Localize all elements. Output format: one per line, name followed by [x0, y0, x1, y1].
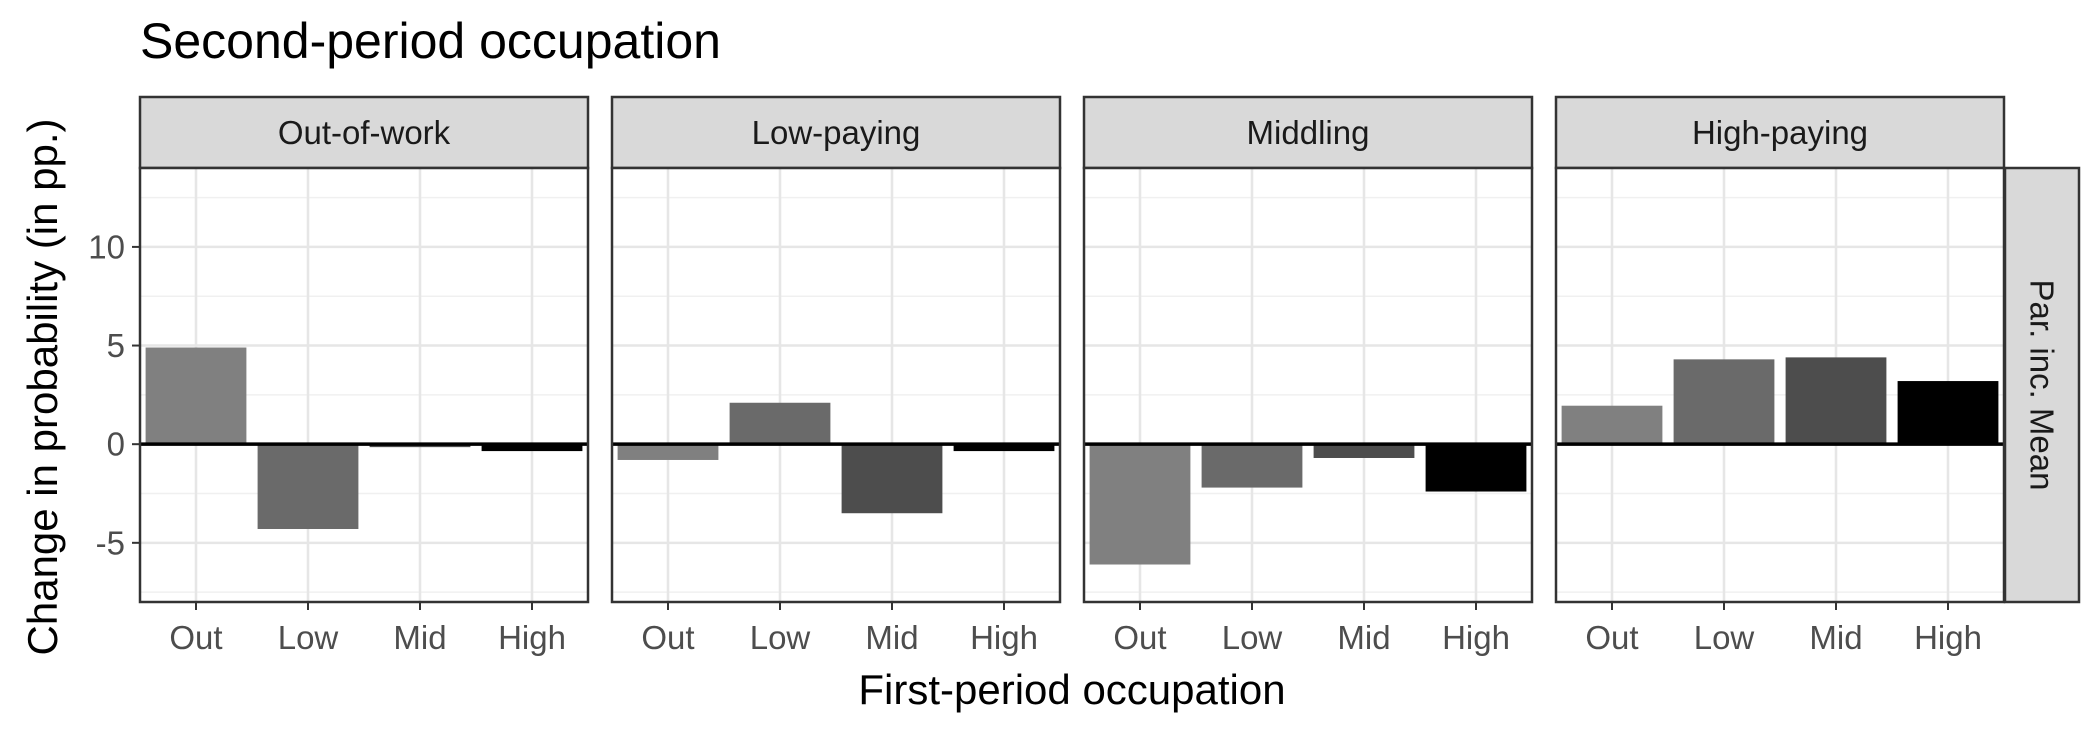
x-tick-label: Out [169, 619, 222, 656]
y-axis-title: Change in probability (in pp.) [19, 119, 66, 656]
row-strip-box [2003, 166, 2081, 604]
x-tick-label: Out [641, 619, 694, 656]
x-tick-label: High [1442, 619, 1510, 656]
panel-strip-label: Out-of-work [278, 114, 451, 151]
panel-border [138, 166, 590, 604]
bar-high [1425, 444, 1527, 492]
x-tick-label: High [498, 619, 566, 656]
chart-title: Second-period occupation [140, 13, 721, 69]
x-tick-label: Low [1222, 619, 1283, 656]
x-tick-label: Mid [393, 619, 446, 656]
bar-high [1897, 381, 1999, 445]
x-tick-label: Low [1694, 619, 1755, 656]
x-tick-label: Mid [1337, 619, 1390, 656]
bar-mid [841, 444, 943, 514]
bar-low [729, 402, 831, 445]
panel-3: Middling Out Low Mid High [1082, 95, 1534, 656]
x-tick-label: High [1914, 619, 1982, 656]
panel-background [612, 168, 1060, 602]
panel-strip-label: High-paying [1692, 114, 1868, 151]
panel-1: Out-of-work Out Low Mid High -5 0 5 10 [88, 95, 590, 656]
bar-high [481, 444, 583, 452]
row-strip-label: Par. inc. Mean [2024, 280, 2061, 491]
panel-strip [1554, 95, 2006, 170]
panel-strip [610, 95, 1062, 170]
x-tick-label: Out [1113, 619, 1166, 656]
panel-strip [138, 95, 590, 170]
x-tick-label: Mid [865, 619, 918, 656]
panel-border [610, 166, 1062, 604]
panel-strip-label: Middling [1247, 114, 1370, 151]
chart-panels: Out-of-work Out Low Mid High -5 0 5 10 Low-paying… [88, 95, 2006, 656]
x-tick-label: Low [750, 619, 811, 656]
bar-out [145, 347, 247, 445]
x-axis-title: First-period occupation [858, 666, 1285, 713]
x-tick-label: Mid [1809, 619, 1862, 656]
panel-border [1082, 166, 1534, 604]
row-strip: Par. inc. Mean [2003, 166, 2081, 604]
y-tick-label: 10 [88, 228, 125, 265]
bar-out [1089, 444, 1191, 565]
x-tick-label: Low [278, 619, 339, 656]
bar-mid [1785, 357, 1887, 445]
panel-2: Low-paying Out Low Mid High [610, 95, 1062, 656]
panel-strip [1082, 95, 1534, 170]
y-tick-label: 5 [107, 327, 125, 364]
x-tick-label: High [970, 619, 1038, 656]
panel-4: High-paying Out Low Mid High [1554, 95, 2006, 656]
y-tick-label: 0 [107, 426, 125, 463]
bar-out [617, 444, 719, 460]
bar-out [1561, 405, 1663, 445]
bar-low [1201, 444, 1303, 488]
bar-high [953, 444, 1055, 452]
x-tick-label: Out [1585, 619, 1638, 656]
panel-strip-label: Low-paying [752, 114, 921, 151]
y-tick-label: -5 [96, 524, 125, 561]
bar-low [1673, 359, 1775, 445]
bar-mid [1313, 444, 1415, 458]
bar-low [257, 444, 359, 530]
